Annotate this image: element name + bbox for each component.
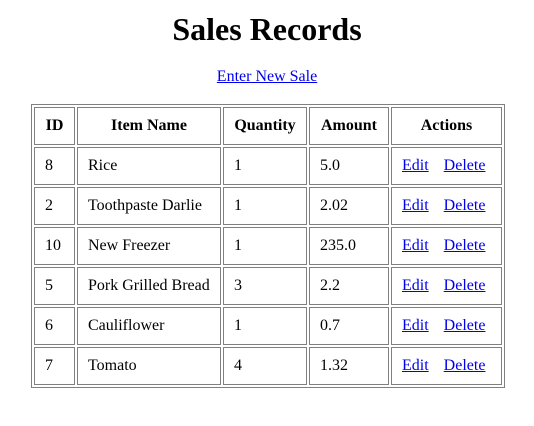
cell-id: 6: [34, 307, 75, 345]
cell-id: 5: [34, 267, 75, 305]
table-header-row: ID Item Name Quantity Amount Actions: [34, 107, 502, 145]
cell-quantity: 1: [223, 187, 307, 225]
cell-amount: 2.02: [309, 187, 389, 225]
edit-link[interactable]: Edit: [402, 157, 429, 174]
cell-amount: 5.0: [309, 147, 389, 185]
cell-quantity: 1: [223, 307, 307, 345]
edit-link[interactable]: Edit: [402, 317, 429, 334]
delete-link[interactable]: Delete: [443, 157, 486, 174]
cell-quantity: 4: [223, 347, 307, 385]
table-row: 10 New Freezer 1 235.0 Edit Delete: [34, 227, 502, 265]
cell-actions: Edit Delete: [391, 227, 502, 265]
header-quantity: Quantity: [223, 107, 307, 145]
cell-quantity: 1: [223, 227, 307, 265]
cell-amount: 2.2: [309, 267, 389, 305]
cell-quantity: 1: [223, 147, 307, 185]
cell-item-name: Tomato: [77, 347, 221, 385]
delete-link[interactable]: Delete: [443, 277, 486, 294]
cell-item-name: Toothpaste Darlie: [77, 187, 221, 225]
delete-link[interactable]: Delete: [443, 197, 486, 214]
cell-actions: Edit Delete: [391, 307, 502, 345]
edit-link[interactable]: Edit: [402, 357, 429, 374]
edit-link[interactable]: Edit: [402, 277, 429, 294]
cell-id: 2: [34, 187, 75, 225]
page-title: Sales Records: [172, 11, 362, 47]
cell-quantity: 3: [223, 267, 307, 305]
edit-link[interactable]: Edit: [402, 237, 429, 254]
edit-link[interactable]: Edit: [402, 197, 429, 214]
enter-new-sale-link[interactable]: Enter New Sale: [216, 68, 318, 85]
cell-item-name: New Freezer: [77, 227, 221, 265]
header-item-name: Item Name: [77, 107, 221, 145]
cell-item-name: Rice: [77, 147, 221, 185]
cell-id: 10: [34, 227, 75, 265]
header-actions: Actions: [391, 107, 502, 145]
table-row: 8 Rice 1 5.0 Edit Delete: [34, 147, 502, 185]
cell-actions: Edit Delete: [391, 187, 502, 225]
cell-item-name: Cauliflower: [77, 307, 221, 345]
new-sale-link-container: Enter New Sale: [0, 67, 534, 87]
table-row: 7 Tomato 4 1.32 Edit Delete: [34, 347, 502, 385]
cell-item-name: Pork Grilled Bread: [77, 267, 221, 305]
header-id: ID: [34, 107, 75, 145]
cell-amount: 235.0: [309, 227, 389, 265]
cell-id: 8: [34, 147, 75, 185]
table-row: 2 Toothpaste Darlie 1 2.02 Edit Delete: [34, 187, 502, 225]
header-amount: Amount: [309, 107, 389, 145]
cell-amount: 1.32: [309, 347, 389, 385]
cell-actions: Edit Delete: [391, 267, 502, 305]
delete-link[interactable]: Delete: [443, 237, 486, 254]
cell-id: 7: [34, 347, 75, 385]
delete-link[interactable]: Delete: [443, 317, 486, 334]
table-row: 5 Pork Grilled Bread 3 2.2 Edit Delete: [34, 267, 502, 305]
cell-actions: Edit Delete: [391, 347, 502, 385]
table-row: 6 Cauliflower 1 0.7 Edit Delete: [34, 307, 502, 345]
cell-amount: 0.7: [309, 307, 389, 345]
cell-actions: Edit Delete: [391, 147, 502, 185]
sales-table: ID Item Name Quantity Amount Actions 8 R…: [31, 104, 505, 388]
delete-link[interactable]: Delete: [443, 357, 486, 374]
